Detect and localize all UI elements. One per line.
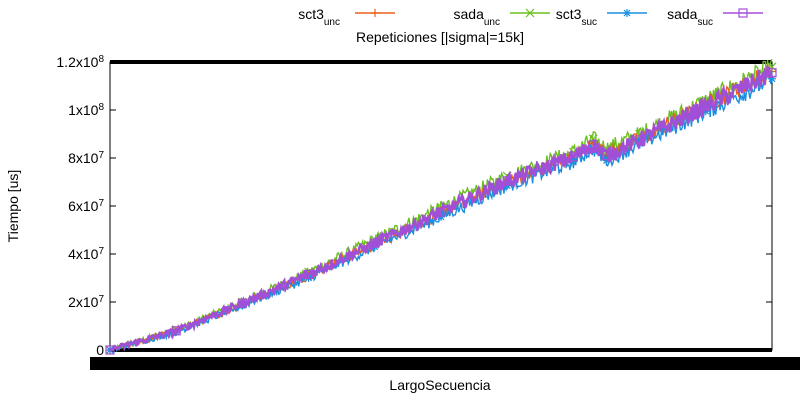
y-tick-label: 1.2x108 xyxy=(56,54,104,71)
y-tick-label: 0 xyxy=(96,342,104,358)
series-sada-unc xyxy=(105,58,777,355)
chart-title: Repeticiones [|sigma|=15k] xyxy=(356,29,524,45)
data-point xyxy=(588,140,598,150)
series-line xyxy=(109,58,773,353)
data-point xyxy=(436,207,446,217)
legend-label: sct3suc xyxy=(556,6,597,28)
data-point xyxy=(105,345,115,355)
data-point xyxy=(738,8,748,18)
data-point xyxy=(370,238,380,248)
data-point xyxy=(171,326,181,336)
x-axis-label: LargoSecuencia xyxy=(389,377,490,393)
legend-entry-sct3-suc: sct3suc xyxy=(556,6,647,28)
data-point xyxy=(304,269,314,279)
y-tick-label: 2x107 xyxy=(68,294,104,311)
data-point xyxy=(623,9,631,17)
data-point xyxy=(502,176,512,186)
series-line xyxy=(109,64,773,351)
data-point xyxy=(588,134,598,144)
data-point xyxy=(568,152,579,162)
y-axis: 0 2x107 4x107 6x107 8x107 1x108 1.2x108 xyxy=(56,54,772,358)
data-point xyxy=(525,8,535,18)
series-layer xyxy=(105,58,777,355)
data-point xyxy=(371,9,379,17)
legend-label: sct3unc xyxy=(298,6,340,28)
legend-entry-sada-suc: sadasuc xyxy=(667,6,763,28)
legend-label: sadasuc xyxy=(667,6,713,28)
y-tick-label: 8x107 xyxy=(68,150,104,167)
data-point xyxy=(601,151,612,161)
data-point xyxy=(701,101,711,112)
data-point xyxy=(237,298,247,308)
y-tick-label: 6x107 xyxy=(68,198,104,215)
x-axis-tick-labels xyxy=(90,357,800,370)
data-point xyxy=(634,135,645,145)
series-line xyxy=(108,65,774,352)
y-tick-label: 1x108 xyxy=(68,102,104,119)
data-point xyxy=(767,68,777,78)
legend: sct3unc sadaunc sct3suc sadasuc xyxy=(298,6,763,28)
legend-entry-sada-unc: sadaunc xyxy=(454,6,550,28)
series-sada-suc xyxy=(105,65,777,355)
y-tick-label: 4x107 xyxy=(68,246,104,263)
plot-frame xyxy=(109,60,773,352)
y-axis-label: Tiempo [us] xyxy=(5,170,21,243)
legend-entry-sct3-unc: sct3unc xyxy=(298,6,395,28)
legend-label: sadaunc xyxy=(454,6,500,28)
